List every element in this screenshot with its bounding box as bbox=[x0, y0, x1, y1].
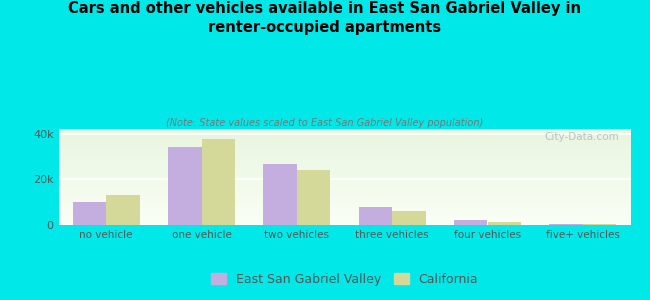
Text: (Note: State values scaled to East San Gabriel Valley population): (Note: State values scaled to East San G… bbox=[166, 118, 484, 128]
Text: City-Data.com: City-Data.com bbox=[544, 132, 619, 142]
Bar bbox=[359, 207, 392, 225]
Bar bbox=[202, 139, 235, 225]
Bar bbox=[168, 147, 202, 225]
Bar bbox=[392, 211, 426, 225]
Legend: East San Gabriel Valley, California: East San Gabriel Valley, California bbox=[206, 268, 483, 291]
Bar bbox=[488, 222, 521, 225]
Bar bbox=[583, 224, 616, 225]
Bar bbox=[106, 195, 140, 225]
Bar bbox=[549, 224, 583, 225]
Bar bbox=[263, 164, 297, 225]
Bar bbox=[73, 202, 106, 225]
Bar bbox=[454, 220, 488, 225]
Bar bbox=[297, 170, 330, 225]
Text: Cars and other vehicles available in East San Gabriel Valley in
renter-occupied : Cars and other vehicles available in Eas… bbox=[68, 2, 582, 35]
